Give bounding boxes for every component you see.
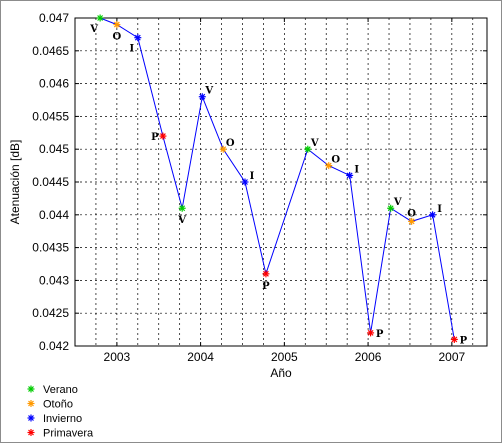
x-tick-label: 2003 (104, 350, 131, 364)
data-point-P (262, 270, 270, 278)
data-point-O (408, 217, 416, 225)
data-point-P (159, 132, 167, 140)
point-label: O (331, 155, 340, 166)
y-axis-title: Atenuación [dB] (8, 140, 22, 225)
data-markers (96, 14, 458, 343)
y-tick-label: 0.0435 (32, 241, 69, 255)
marker-stroke (28, 400, 34, 407)
y-tick-label: 0.044 (39, 208, 69, 222)
marker-stroke (242, 179, 248, 185)
marker-stroke (160, 133, 166, 140)
marker-stroke (97, 15, 104, 21)
marker-stroke (263, 270, 269, 277)
point-label: I (437, 204, 442, 215)
x-axis-title: Año (270, 366, 292, 380)
point-label: O (226, 138, 235, 149)
legend-label: Primavera (43, 428, 94, 440)
y-tick-label: 0.0455 (32, 109, 69, 123)
data-point-O (219, 145, 227, 153)
marker-stroke (429, 211, 436, 218)
data-point-I (198, 93, 206, 101)
data-point-I (134, 34, 142, 42)
legend: Verano Otoño Invierno Primavera (27, 384, 94, 440)
data-point-P (450, 335, 458, 343)
point-label: O (407, 208, 416, 219)
marker-stroke (28, 415, 34, 421)
point-label: V (393, 197, 402, 208)
marker-stroke (220, 146, 227, 153)
y-tick-label: 0.047 (39, 11, 69, 25)
y-tick-label: 0.042 (39, 339, 69, 353)
marker-stroke (199, 93, 206, 100)
marker-stroke (367, 329, 374, 336)
point-label: V (89, 24, 98, 35)
x-tick-label: 2006 (355, 350, 382, 364)
legend-marker-P (27, 429, 35, 436)
data-point-P (367, 329, 375, 337)
data-point-V (387, 204, 395, 212)
y-tick-label: 0.046 (39, 77, 69, 91)
point-label: I (250, 171, 255, 182)
data-point-V (96, 14, 104, 22)
data-point-O (325, 162, 333, 170)
data-point-I (241, 178, 249, 186)
point-label: V (204, 86, 213, 97)
axis-ticks: 0.042 0.0425 0.043 0.0435 0.044 0.0445 0.045 0.… (32, 11, 487, 364)
marker-stroke (387, 205, 394, 212)
legend-marker-V (27, 385, 35, 393)
point-label: V (310, 138, 319, 149)
marker-stroke (346, 172, 353, 179)
x-tick-label: 2005 (271, 350, 298, 364)
grid-lines (75, 17, 487, 347)
marker-stroke (179, 205, 186, 212)
point-label: P (460, 335, 468, 346)
data-point-V (304, 145, 312, 153)
y-tick-label: 0.0445 (32, 175, 69, 189)
x-tick-label: 2004 (187, 350, 214, 364)
legend-marker-I (27, 414, 35, 422)
marker-stroke (451, 336, 458, 343)
data-point-I (429, 211, 437, 219)
marker-stroke (325, 162, 332, 169)
legend-marker-O (27, 400, 35, 407)
point-label: I (129, 44, 134, 55)
data-point-O (113, 21, 121, 29)
legend-label: Otoño (43, 399, 73, 411)
marker-stroke (113, 21, 120, 28)
marker-stroke (408, 218, 415, 225)
series-line-group (99, 17, 455, 340)
series-line (99, 17, 455, 340)
y-tick-label: 0.0465 (32, 44, 69, 58)
marker-stroke (28, 386, 34, 392)
point-label: P (262, 281, 270, 292)
point-label: I (354, 164, 359, 175)
marker-stroke (134, 34, 141, 41)
y-tick-label: 0.045 (39, 142, 69, 156)
legend-label: Verano (43, 384, 78, 396)
data-point-I (346, 171, 354, 179)
marker-stroke (304, 146, 311, 153)
x-tick-label: 2007 (438, 350, 465, 364)
point-label: O (113, 32, 122, 43)
data-point-V (178, 204, 186, 212)
legend-label: Invierno (43, 413, 82, 425)
point-label: P (376, 329, 384, 340)
y-tick-label: 0.0425 (32, 306, 69, 320)
point-label: V (177, 215, 186, 226)
marker-stroke (28, 429, 34, 436)
y-tick-label: 0.043 (39, 273, 69, 287)
point-label: P (151, 132, 159, 143)
